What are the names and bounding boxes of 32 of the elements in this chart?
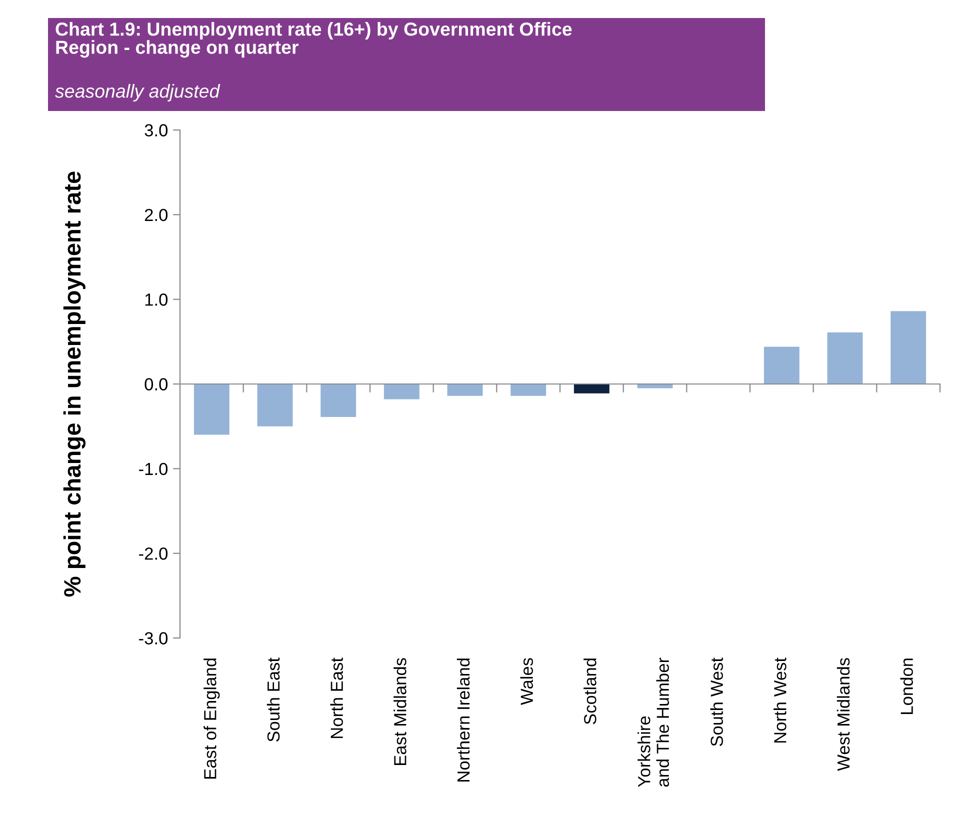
x-tick-label: North East — [330, 658, 343, 738]
bar — [890, 311, 926, 384]
y-tick-label: 0.0 — [144, 378, 168, 390]
x-tick-label: Yorkshire and The Humber — [638, 658, 670, 788]
bar — [827, 332, 863, 384]
bar — [510, 384, 546, 396]
bar — [574, 384, 610, 394]
y-tick-label: 2.0 — [144, 208, 168, 222]
bar — [257, 384, 293, 426]
bar — [194, 384, 230, 435]
x-tick-label: South West — [710, 658, 723, 746]
bar — [320, 384, 356, 418]
x-tick-label: Northern Ireland — [456, 658, 470, 782]
y-tick-label: 3.0 — [144, 124, 168, 136]
y-tick-label: -1.0 — [139, 462, 168, 476]
chart-subtitle: seasonally adjusted — [55, 84, 220, 102]
x-tick-label: London — [900, 658, 913, 714]
x-tick-label: Scotland — [584, 658, 596, 724]
x-tick-label: Wales — [520, 658, 533, 705]
bar — [447, 384, 483, 396]
bar — [384, 384, 420, 400]
x-tick-label: East Midlands — [394, 658, 406, 766]
x-tick-label: South East — [266, 658, 280, 742]
y-axis-title: % point change in unemployment rate — [63, 172, 86, 597]
y-tick-label: -2.0 — [139, 548, 168, 560]
y-tick-label: 1.0 — [145, 294, 168, 306]
x-tick-label: East of England — [204, 658, 220, 779]
y-tick-label: -3.0 — [139, 632, 168, 644]
bar — [764, 346, 800, 384]
x-tick-label: North West — [774, 658, 786, 743]
chart-title: Chart 1.9: Unemployment rate (16+) by Government Office Region - change on quarter — [56, 22, 572, 58]
x-tick-label: West Midlands — [836, 658, 850, 771]
